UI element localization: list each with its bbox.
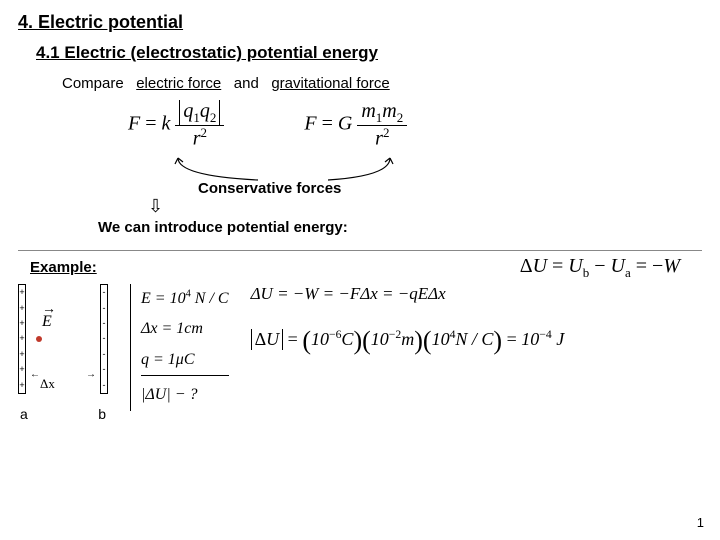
down-arrow-icon: ⇩: [148, 197, 702, 215]
introduce-line: We can introduce potential energy:: [98, 219, 702, 236]
given-q: q = 1μC: [141, 345, 229, 375]
work-relation: ΔU = −W = −FΔx = −qEΔx: [251, 284, 565, 304]
e-field-vector: → E: [42, 306, 56, 331]
dx-label: Δx: [40, 376, 55, 392]
section-title: 4. Electric potential: [18, 12, 702, 33]
newton-law: F = G m1m2 r2: [304, 100, 407, 150]
compare-lead: Compare: [62, 75, 124, 92]
negative-plate: -------: [100, 284, 108, 394]
given-values: E = 104 N / C Δx = 1cm q = 1μC |ΔU| − ?: [130, 284, 229, 411]
subsection-title: 4.1 Electric (electrostatic) potential e…: [36, 43, 702, 63]
divider: [18, 250, 702, 251]
compare-line: Compare electric force and gravitational…: [62, 75, 702, 92]
given-dx: Δx = 1cm: [141, 314, 229, 344]
coulomb-law: F = k q1q2 r2: [128, 100, 224, 150]
formula-row: F = k q1q2 r2 F = G m1m2 r2: [128, 100, 702, 150]
compare-and: and: [234, 75, 259, 92]
positive-plate: +++++++: [18, 284, 26, 394]
capacitor-diagram: +++++++ → E ←→ Δx ------- a b: [18, 284, 108, 422]
delta-u-definition: ΔU = Ub − Ua = −W: [520, 255, 680, 281]
point-a: a: [20, 406, 28, 422]
arrows-to-conservative: [128, 156, 702, 184]
page-number: 1: [697, 515, 704, 530]
example-row: +++++++ → E ←→ Δx ------- a b E = 104 N …: [18, 284, 702, 422]
asked: |ΔU| − ?: [141, 375, 229, 410]
compare-gravity: gravitational force: [271, 75, 389, 92]
given-e: E = 104 N / C: [141, 284, 229, 314]
compare-electric: electric force: [136, 75, 221, 92]
derivation: ΔU = −W = −FΔx = −qEΔx ΔU = (10−6C)(10−2…: [251, 284, 565, 356]
point-b: b: [98, 406, 106, 422]
numeric-result: ΔU = (10−6C)(10−2m)(104N / C) = 10−4 J: [251, 326, 565, 356]
charge-dot-icon: [36, 336, 42, 342]
